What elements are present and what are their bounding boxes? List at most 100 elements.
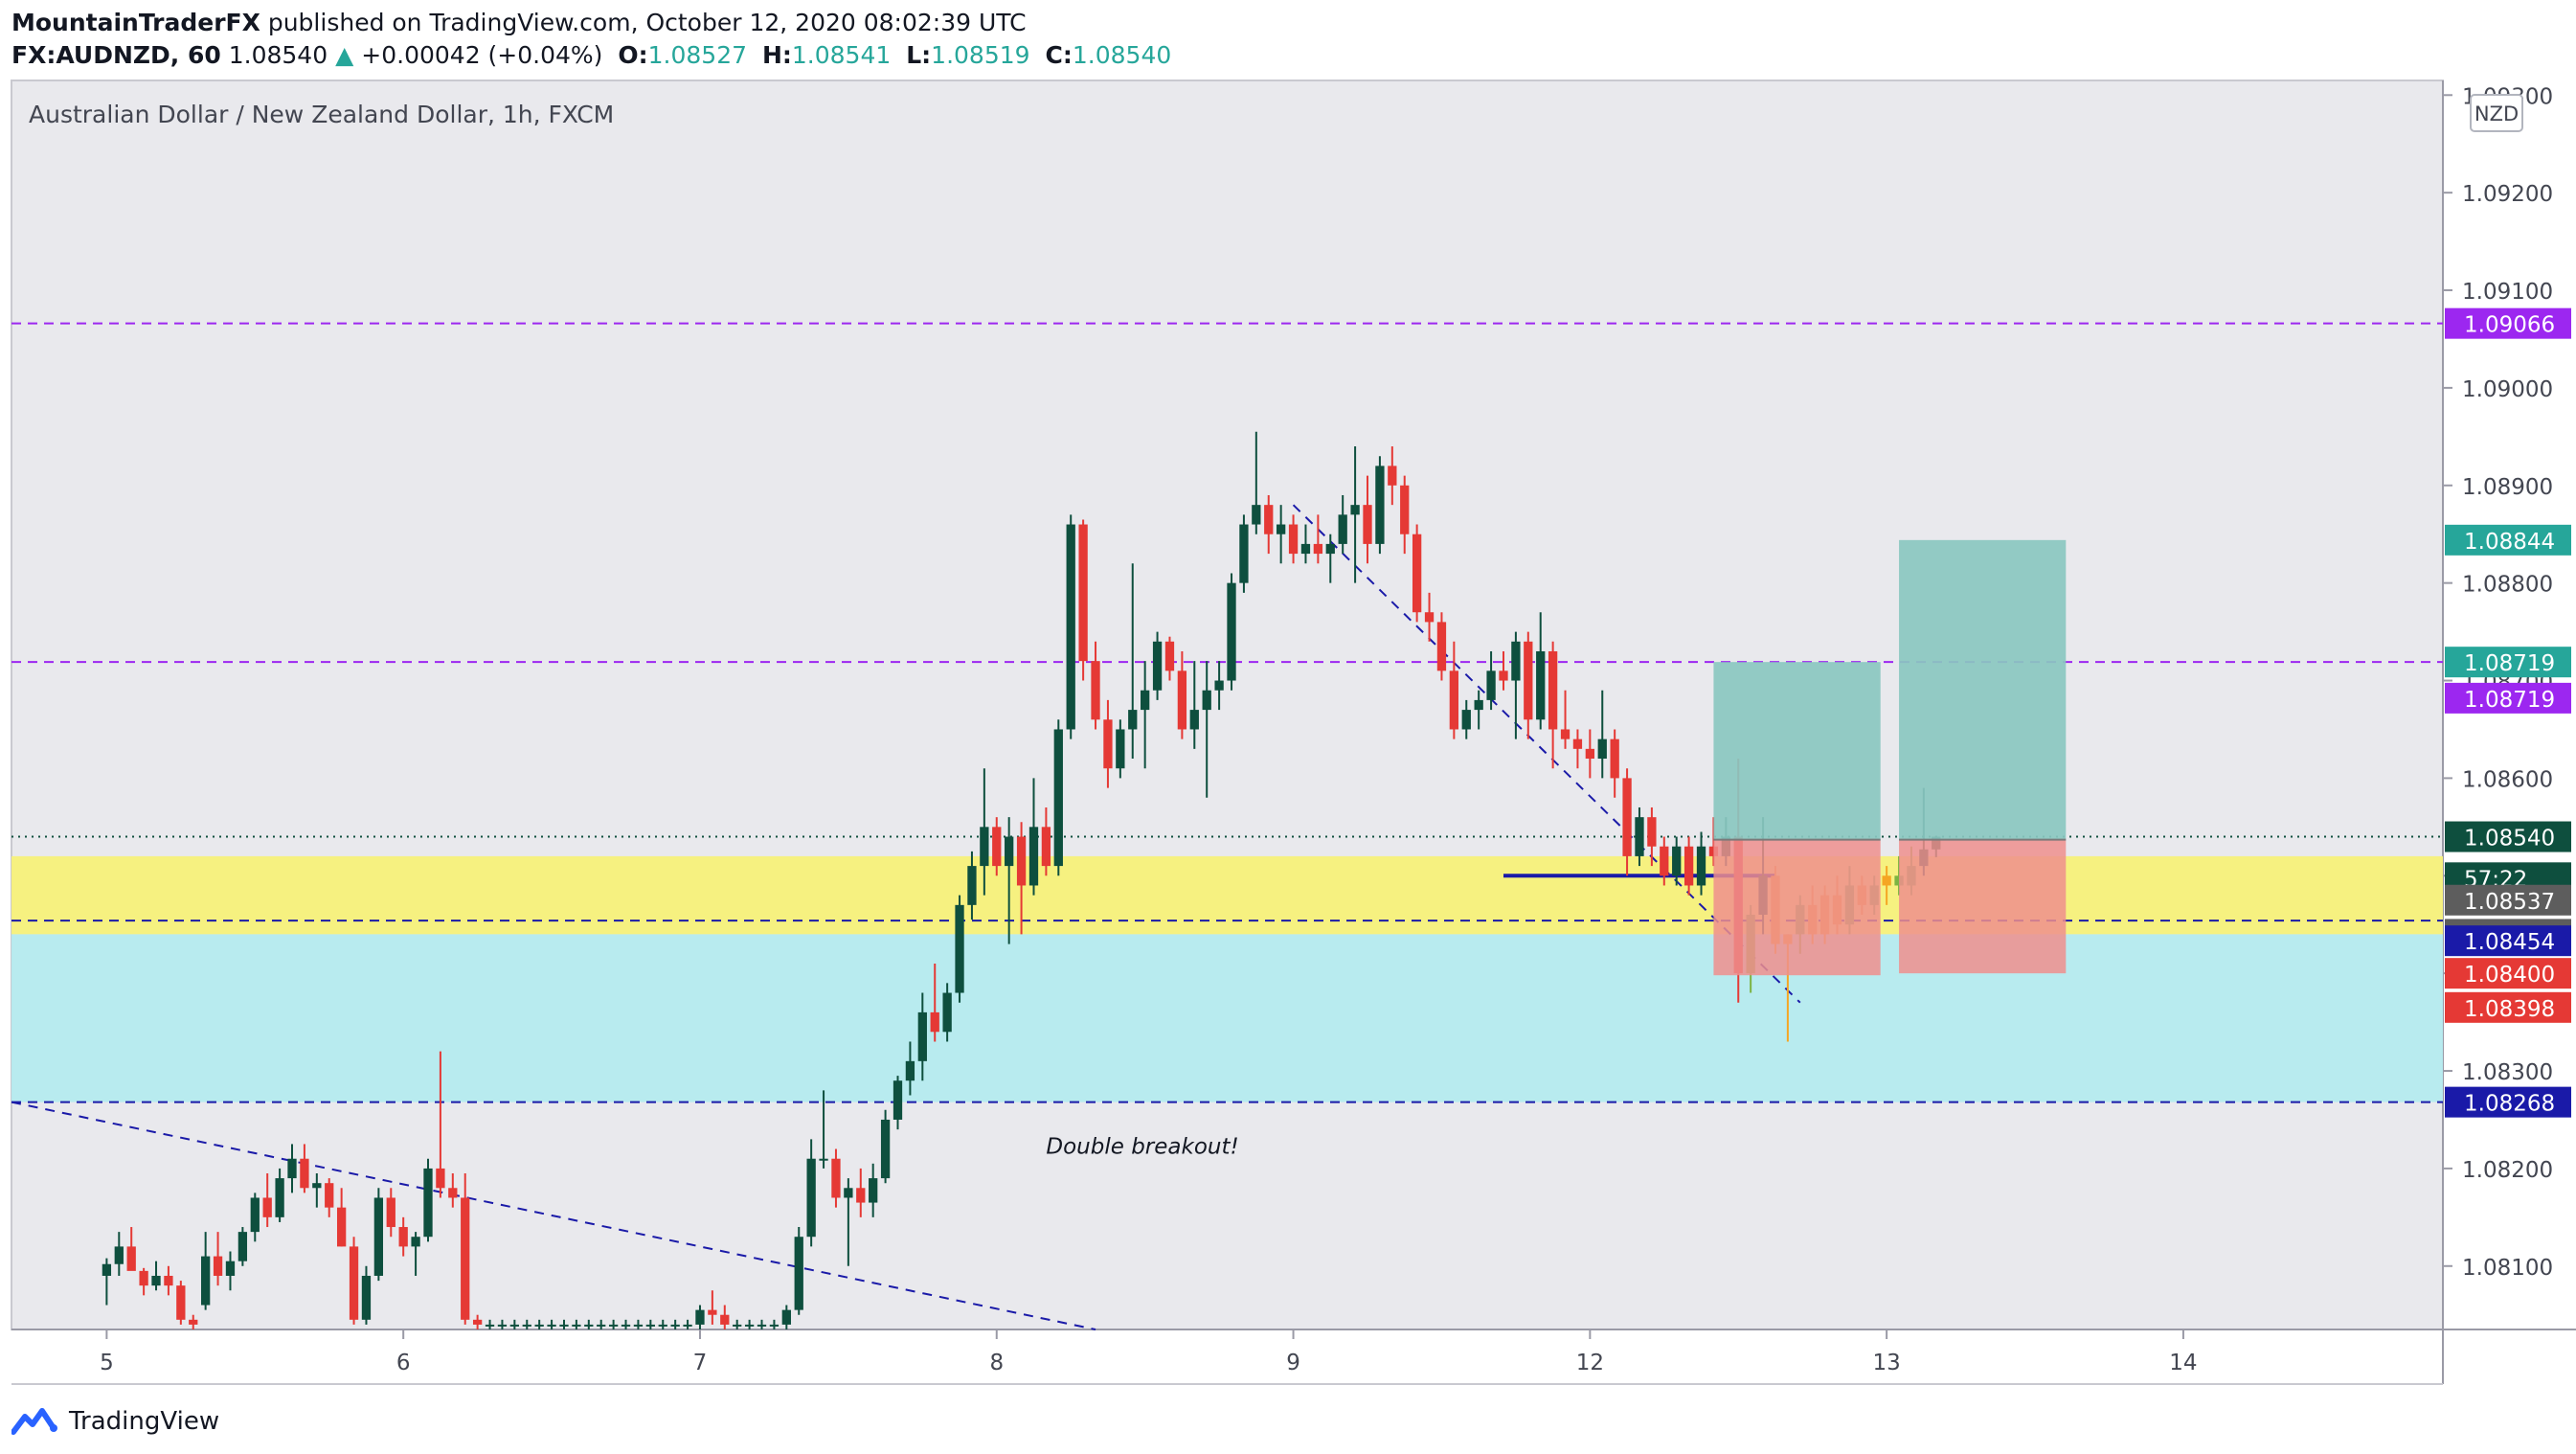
candle[interactable]: [1424, 592, 1435, 642]
candle[interactable]: [1141, 661, 1150, 769]
candle[interactable]: [1116, 719, 1125, 779]
candle[interactable]: [1016, 822, 1027, 935]
candle[interactable]: [1499, 650, 1508, 691]
currency-badge[interactable]: NZD: [2470, 94, 2523, 132]
candle[interactable]: [930, 963, 939, 1042]
candle[interactable]: [151, 1261, 161, 1291]
candle[interactable]: [312, 1173, 322, 1208]
candle[interactable]: [201, 1232, 211, 1310]
candle[interactable]: [1412, 524, 1422, 623]
candle[interactable]: [670, 1319, 680, 1329]
candle[interactable]: [608, 1319, 619, 1329]
candle[interactable]: [769, 1319, 780, 1329]
candle[interactable]: [1128, 563, 1138, 760]
candle[interactable]: [300, 1144, 309, 1193]
candle[interactable]: [1325, 534, 1335, 583]
candle[interactable]: [621, 1319, 631, 1329]
price-axis-label[interactable]: 1.09066: [2445, 307, 2571, 339]
candle[interactable]: [509, 1319, 520, 1329]
candle[interactable]: [1610, 729, 1619, 798]
candle[interactable]: [287, 1144, 297, 1193]
candle[interactable]: [1622, 768, 1632, 876]
candle[interactable]: [794, 1227, 803, 1315]
candle[interactable]: [695, 1305, 705, 1329]
price-axis-label[interactable]: 1.08719: [2445, 682, 2571, 714]
author-name[interactable]: MountainTraderFX: [11, 9, 260, 36]
candle[interactable]: [164, 1265, 173, 1296]
candle[interactable]: [1214, 661, 1224, 711]
candle[interactable]: [522, 1319, 531, 1329]
candle[interactable]: [1300, 524, 1311, 564]
candle[interactable]: [1388, 446, 1397, 506]
candle[interactable]: [1313, 514, 1323, 564]
candle[interactable]: [1560, 690, 1570, 749]
candle[interactable]: [1585, 729, 1594, 779]
candle[interactable]: [844, 1178, 853, 1266]
candle[interactable]: [1660, 836, 1669, 886]
candle[interactable]: [423, 1158, 433, 1242]
candle[interactable]: [547, 1319, 556, 1329]
candle[interactable]: [361, 1265, 372, 1325]
candle[interactable]: [1078, 519, 1088, 681]
candle[interactable]: [1647, 807, 1657, 867]
candle[interactable]: [967, 851, 977, 920]
candle[interactable]: [250, 1193, 260, 1242]
candle[interactable]: [658, 1319, 667, 1329]
candle[interactable]: [955, 895, 964, 1003]
candle[interactable]: [1189, 661, 1199, 749]
candle[interactable]: [1400, 475, 1410, 555]
candle[interactable]: [411, 1232, 420, 1276]
candle[interactable]: [176, 1281, 186, 1325]
candle[interactable]: [1572, 729, 1583, 769]
candle[interactable]: [633, 1319, 644, 1329]
candle[interactable]: [102, 1258, 112, 1306]
candle[interactable]: [1041, 807, 1051, 876]
candle[interactable]: [1066, 514, 1075, 739]
candle[interactable]: [336, 1188, 347, 1247]
candle[interactable]: [114, 1232, 124, 1276]
candle[interactable]: [213, 1232, 223, 1286]
candle[interactable]: [893, 1076, 903, 1130]
candle[interactable]: [831, 1148, 841, 1208]
candle[interactable]: [584, 1319, 594, 1329]
candle[interactable]: [757, 1319, 767, 1329]
candle[interactable]: [225, 1251, 236, 1291]
candle[interactable]: [1053, 719, 1063, 876]
candle[interactable]: [1288, 514, 1299, 564]
candle[interactable]: [781, 1305, 791, 1329]
candle[interactable]: [806, 1139, 816, 1247]
candle[interactable]: [1449, 641, 1459, 739]
candle[interactable]: [126, 1227, 136, 1271]
candle[interactable]: [744, 1319, 755, 1329]
annotation-double-breakout[interactable]: Double breakout!: [1046, 1135, 1238, 1160]
candle[interactable]: [1028, 778, 1039, 896]
price-axis-label[interactable]: 1.08398: [2445, 991, 2571, 1023]
candle[interactable]: [1005, 817, 1014, 944]
trendline[interactable]: [11, 1101, 1096, 1330]
candle[interactable]: [597, 1319, 606, 1329]
candle[interactable]: [1375, 456, 1385, 555]
candle[interactable]: [1091, 641, 1100, 730]
candle[interactable]: [472, 1314, 483, 1329]
candle[interactable]: [1683, 836, 1694, 896]
candle[interactable]: [1164, 636, 1175, 681]
candle[interactable]: [1338, 494, 1347, 555]
candle[interactable]: [1103, 699, 1113, 788]
long-position[interactable]: [1899, 539, 2067, 974]
candle[interactable]: [1202, 661, 1211, 798]
candle[interactable]: [880, 1109, 891, 1184]
price-axis-label[interactable]: 1.08268: [2445, 1086, 2571, 1118]
price-axis-label[interactable]: 1.08540: [2445, 821, 2571, 852]
candle[interactable]: [708, 1290, 717, 1325]
price-axis-label[interactable]: 1.08844: [2445, 524, 2571, 556]
candle[interactable]: [1511, 631, 1521, 739]
candle[interactable]: [485, 1319, 495, 1329]
candle[interactable]: [398, 1216, 408, 1257]
price-axis-label[interactable]: 1.08719: [2445, 647, 2571, 678]
long-position[interactable]: [1713, 662, 1881, 976]
candle[interactable]: [980, 768, 989, 896]
candle[interactable]: [1277, 505, 1286, 564]
candle[interactable]: [373, 1188, 384, 1282]
candle[interactable]: [1227, 573, 1236, 691]
candle[interactable]: [1524, 631, 1533, 739]
